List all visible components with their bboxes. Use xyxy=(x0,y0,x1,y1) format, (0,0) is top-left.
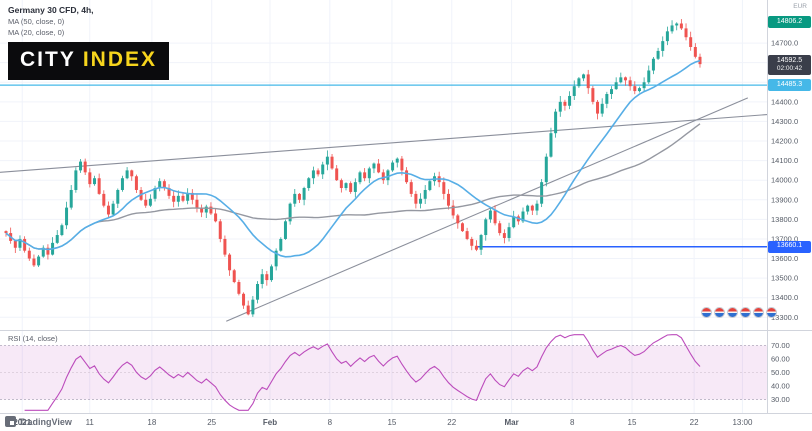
svg-text:Feb: Feb xyxy=(263,418,277,427)
svg-text:40.00: 40.00 xyxy=(771,382,790,391)
svg-text:14700.0: 14700.0 xyxy=(771,39,798,48)
svg-text:2021: 2021 xyxy=(13,418,31,427)
svg-text:13600.0: 13600.0 xyxy=(771,254,798,263)
price-axis[interactable]: 14700.014600.014500.014400.014300.014200… xyxy=(771,39,798,404)
high-price-badge[interactable]: 14806.2 xyxy=(768,16,811,29)
event-marker-icon[interactable] xyxy=(753,307,764,318)
event-marker-icon[interactable] xyxy=(714,307,725,318)
currency-label: EUR xyxy=(793,3,807,10)
svg-text:60.00: 60.00 xyxy=(771,355,790,364)
event-marker-icon[interactable] xyxy=(727,307,738,318)
chart-legend: Germany 30 CFD, 4h, MA (50, close, 0) MA… xyxy=(8,5,94,37)
svg-text:14200.0: 14200.0 xyxy=(771,137,798,146)
svg-text:8: 8 xyxy=(570,418,575,427)
rsi-line[interactable] xyxy=(24,334,701,411)
tradingview-logo-text: TradingView xyxy=(19,416,72,427)
indicator-ma50-label[interactable]: MA (50, close, 0) xyxy=(8,17,65,26)
index-logo-text: INDEX xyxy=(82,48,158,71)
event-marker-row xyxy=(701,307,777,318)
svg-text:13400.0: 13400.0 xyxy=(771,293,798,302)
grid xyxy=(0,0,767,413)
svg-text:70.00: 70.00 xyxy=(771,341,790,350)
tradingview-icon xyxy=(5,416,16,427)
rsi-indicator-label[interactable]: RSI (14, close) xyxy=(8,334,58,343)
event-marker-icon[interactable] xyxy=(766,307,777,318)
svg-text:22: 22 xyxy=(690,418,699,427)
indicator-ma20-label[interactable]: MA (20, close, 0) xyxy=(8,28,65,37)
svg-text:13800.0: 13800.0 xyxy=(771,215,798,224)
svg-text:22: 22 xyxy=(447,418,456,427)
time-axis[interactable]: 2021 11 18 25 Feb 8 15 22 Mar 8 15 22 13:00 xyxy=(13,418,753,427)
ma50-line[interactable] xyxy=(5,123,701,251)
trendlines[interactable] xyxy=(0,97,768,322)
svg-text:25: 25 xyxy=(207,418,216,427)
countdown-timer: 02:00:42 xyxy=(776,65,803,73)
svg-text:15: 15 xyxy=(387,418,396,427)
level-price-badge[interactable]: 13660.1 xyxy=(768,240,811,253)
event-marker-icon[interactable] xyxy=(740,307,751,318)
city-index-logo: CITY INDEX xyxy=(8,42,170,80)
svg-text:8: 8 xyxy=(328,418,333,427)
svg-text:13300.0: 13300.0 xyxy=(771,313,798,322)
svg-text:Mar: Mar xyxy=(504,418,518,427)
symbol-title[interactable]: Germany 30 CFD, 4h, xyxy=(8,5,94,15)
svg-text:13700.0: 13700.0 xyxy=(771,234,798,243)
svg-text:50.00: 50.00 xyxy=(771,368,790,377)
svg-text:14400.0: 14400.0 xyxy=(771,97,798,106)
svg-text:15: 15 xyxy=(628,418,637,427)
svg-text:14100.0: 14100.0 xyxy=(771,156,798,165)
rsi-panel xyxy=(0,345,767,400)
svg-text:14000.0: 14000.0 xyxy=(771,176,798,185)
city-logo-text: CITY xyxy=(20,48,76,71)
svg-text:13900.0: 13900.0 xyxy=(771,195,798,204)
svg-text:13:00: 13:00 xyxy=(732,418,753,427)
svg-text:14300.0: 14300.0 xyxy=(771,117,798,126)
svg-text:18: 18 xyxy=(147,418,156,427)
level-price-badge[interactable]: 14485.3 xyxy=(768,79,811,91)
event-marker-icon[interactable] xyxy=(701,307,712,318)
last-price-badge[interactable]: 14592.5 02:00:42 xyxy=(768,55,811,76)
candlestick-series xyxy=(4,19,702,317)
svg-text:30.00: 30.00 xyxy=(771,395,790,404)
svg-text:11: 11 xyxy=(86,418,95,427)
ma20-line[interactable] xyxy=(5,59,701,258)
svg-text:13500.0: 13500.0 xyxy=(771,274,798,283)
tradingview-logo[interactable]: TradingView xyxy=(5,416,72,427)
